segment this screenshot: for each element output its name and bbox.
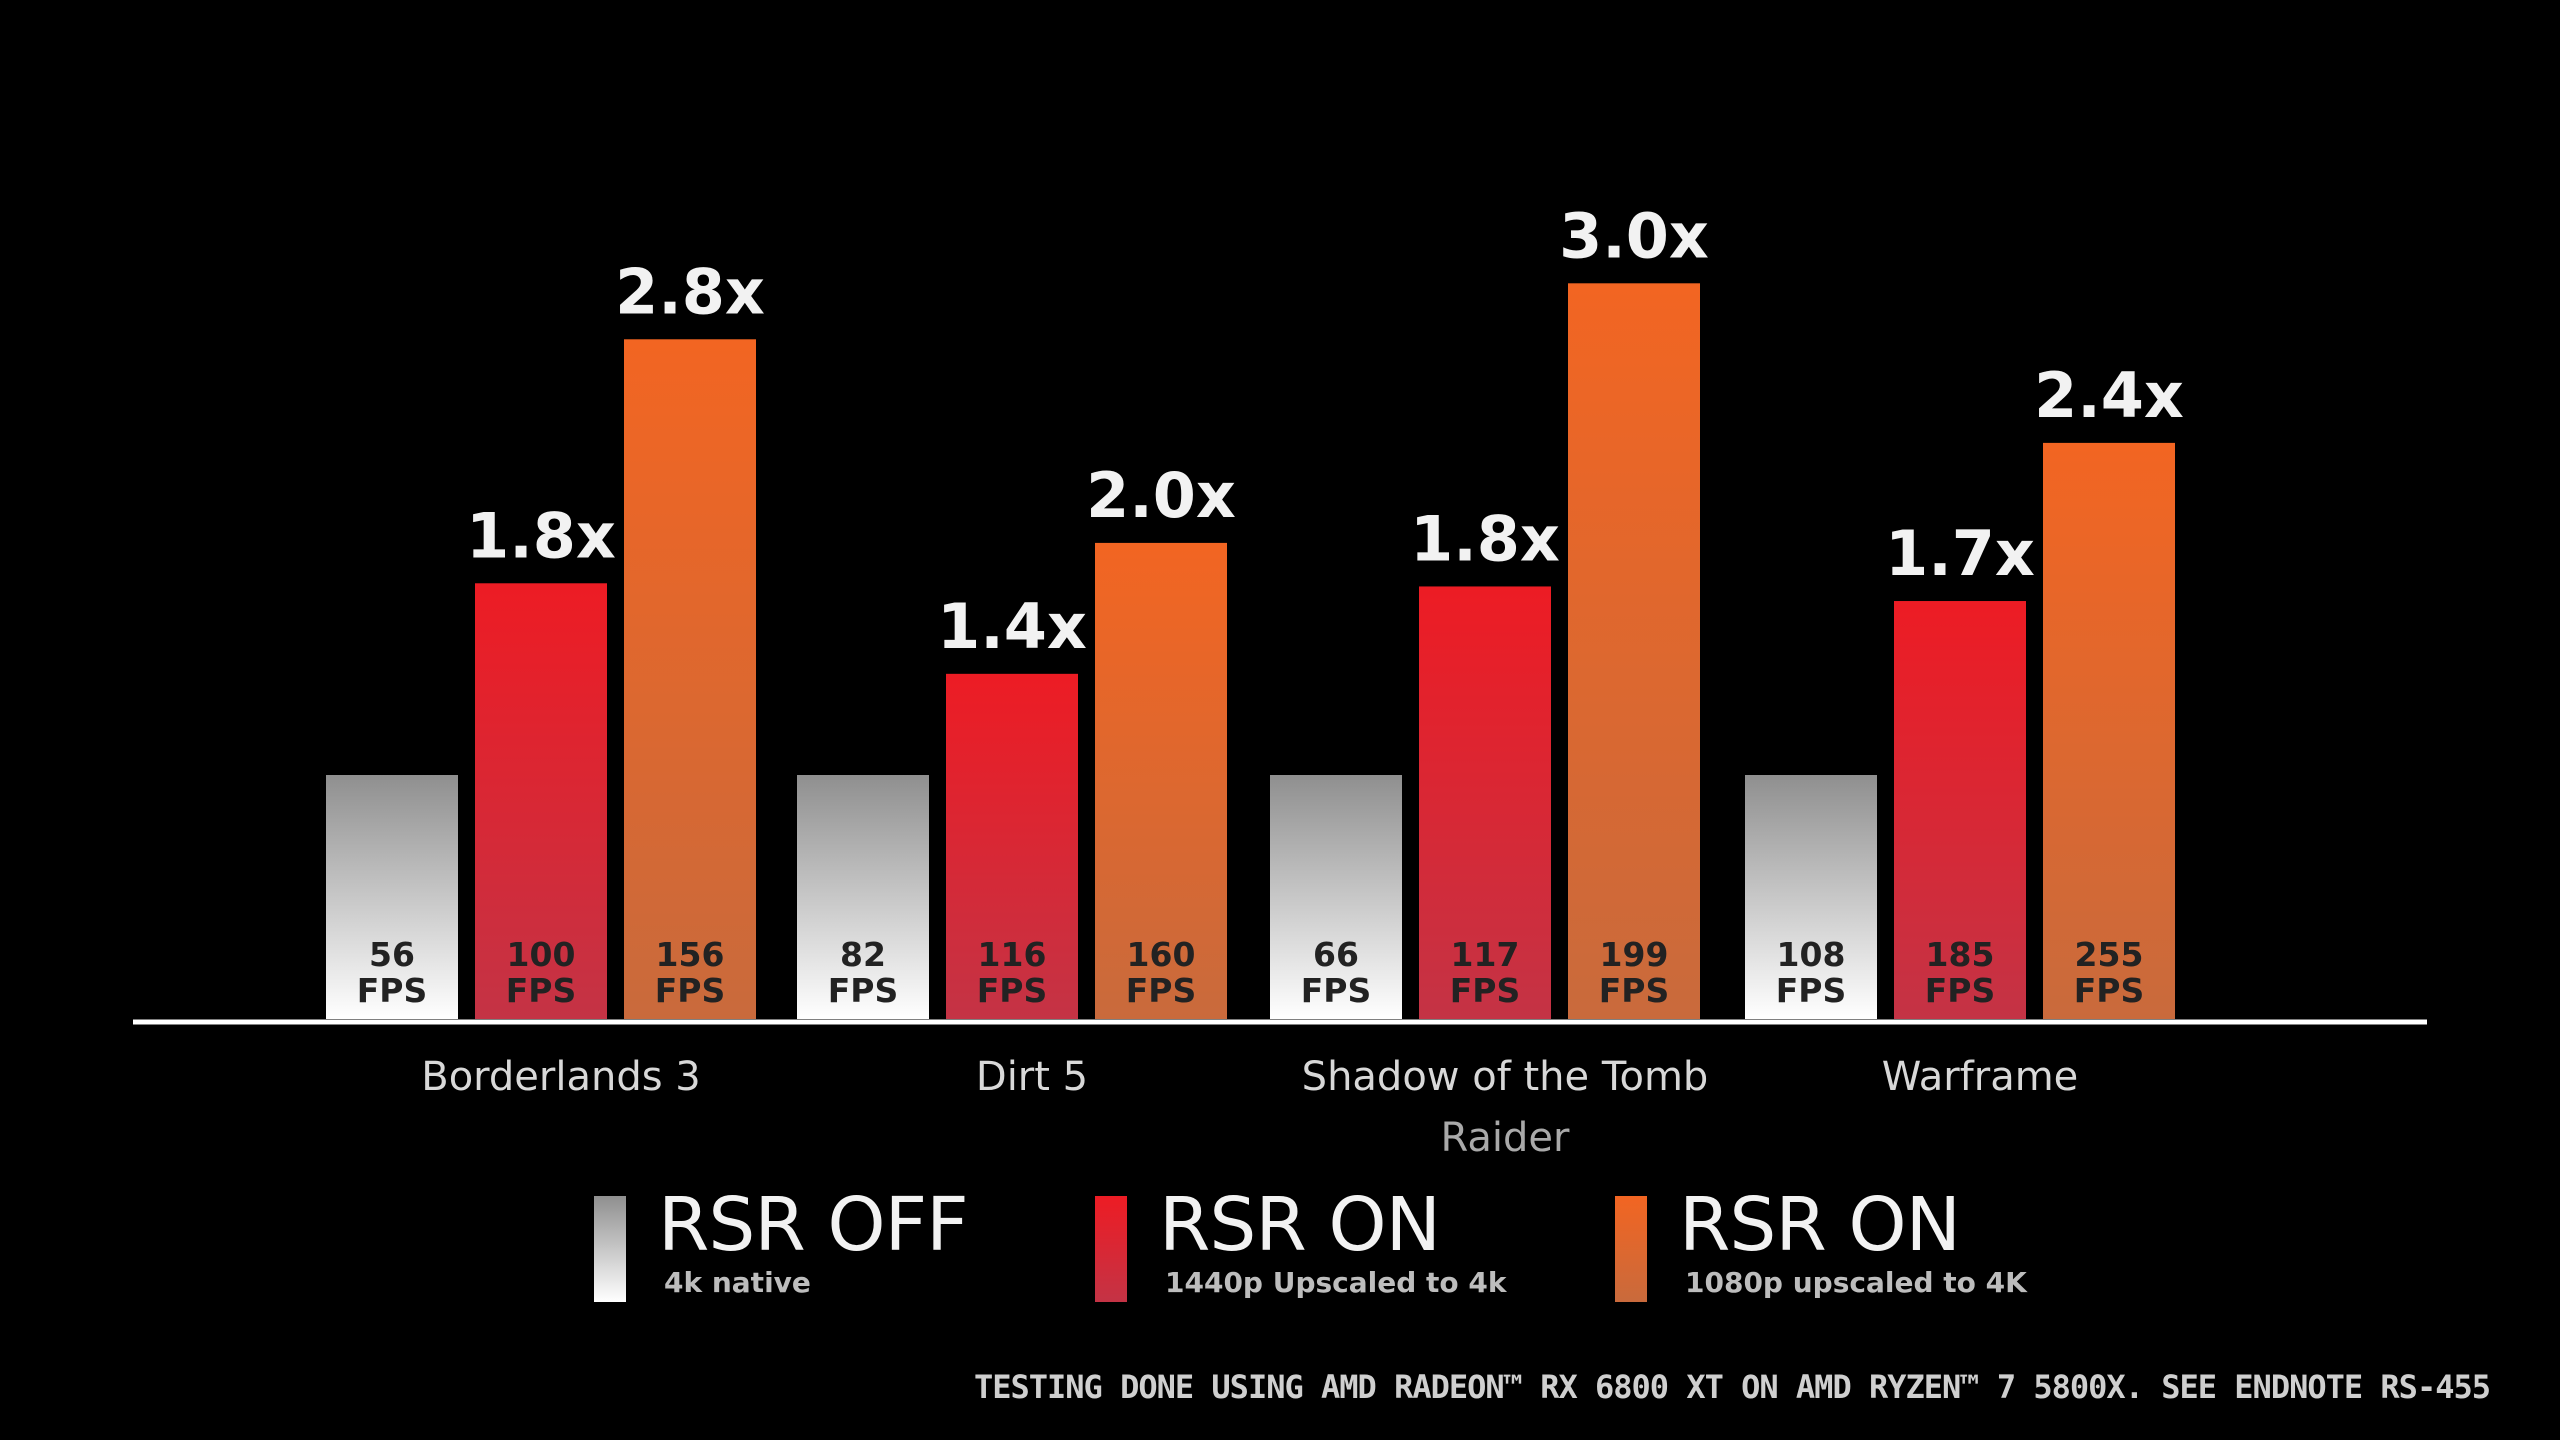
bar-value-label: 160 — [1127, 935, 1196, 974]
bar-unit-label: FPS — [1925, 971, 1996, 1010]
footnote: TESTING DONE USING AMD RADEON™ RX 6800 X… — [973, 1368, 2491, 1406]
bar-value-label: 108 — [1777, 935, 1846, 974]
bar-value-label: 116 — [978, 935, 1047, 974]
bar-ratio-label: 3.0x — [1559, 199, 1709, 272]
bar-rsr-on-1080p-1 — [1095, 542, 1227, 1019]
bar-value-label: 117 — [1451, 935, 1520, 974]
bar-unit-label: FPS — [506, 971, 577, 1010]
bar-value-label: 82 — [840, 935, 886, 974]
bar-value-label: 185 — [1926, 935, 1995, 974]
bar-ratio-label: 1.4x — [937, 590, 1087, 663]
bar-unit-label: FPS — [357, 971, 428, 1010]
bar-rsr-on-1440p-2 — [1419, 586, 1551, 1019]
category-label: Raider — [1441, 1115, 1571, 1161]
category-label: Borderlands 3 — [421, 1054, 700, 1100]
bar-rsr-off-2 — [1270, 775, 1402, 1019]
bars-layer — [326, 283, 2175, 1019]
bar-rsr-on-1080p-3 — [2043, 442, 2175, 1019]
bar-rsr-on-1440p-1 — [946, 673, 1078, 1019]
bar-rsr-on-1440p-3 — [1894, 601, 2026, 1019]
bar-unit-label: FPS — [977, 971, 1048, 1010]
bar-ratio-label: 1.7x — [1885, 517, 2035, 590]
bar-rsr-on-1440p-0 — [475, 583, 607, 1019]
labels-layer: 56FPS100FPS1.8x156FPS2.8x82FPS116FPS1.4x… — [357, 199, 2184, 1010]
bar-unit-label: FPS — [1599, 971, 1670, 1010]
bar-unit-label: FPS — [655, 971, 726, 1010]
category-labels: Borderlands 3 Dirt 5 Shadow of the Tomb Rai… — [421, 1054, 2078, 1161]
bar-value-label: 255 — [2075, 935, 2144, 974]
category-label: Shadow of the Tomb — [1302, 1054, 1709, 1100]
bar-ratio-label: 2.4x — [2034, 359, 2184, 432]
bar-rsr-on-1080p-2 — [1568, 283, 1700, 1019]
bar-value-label: 66 — [1313, 935, 1359, 974]
bar-unit-label: FPS — [2074, 971, 2145, 1010]
bar-ratio-label: 1.8x — [1410, 502, 1560, 575]
bar-value-label: 199 — [1600, 935, 1669, 974]
bar-value-label: 56 — [369, 935, 415, 974]
bar-value-label: 156 — [656, 935, 725, 974]
bar-unit-label: FPS — [1450, 971, 1521, 1010]
bar-rsr-off-3 — [1745, 775, 1877, 1019]
bar-unit-label: FPS — [828, 971, 899, 1010]
bar-value-label: 100 — [507, 935, 576, 974]
bar-unit-label: FPS — [1301, 971, 1372, 1010]
bar-rsr-off-1 — [797, 775, 929, 1019]
bar-rsr-off-0 — [326, 775, 458, 1019]
bar-ratio-label: 2.0x — [1086, 459, 1236, 532]
category-label: Dirt 5 — [976, 1054, 1088, 1100]
bar-rsr-on-1080p-0 — [624, 339, 756, 1019]
bar-ratio-label: 1.8x — [466, 499, 616, 572]
category-label: Warframe — [1882, 1054, 2079, 1100]
bar-unit-label: FPS — [1126, 971, 1197, 1010]
bar-unit-label: FPS — [1776, 971, 1847, 1010]
bar-ratio-label: 2.8x — [615, 255, 765, 328]
